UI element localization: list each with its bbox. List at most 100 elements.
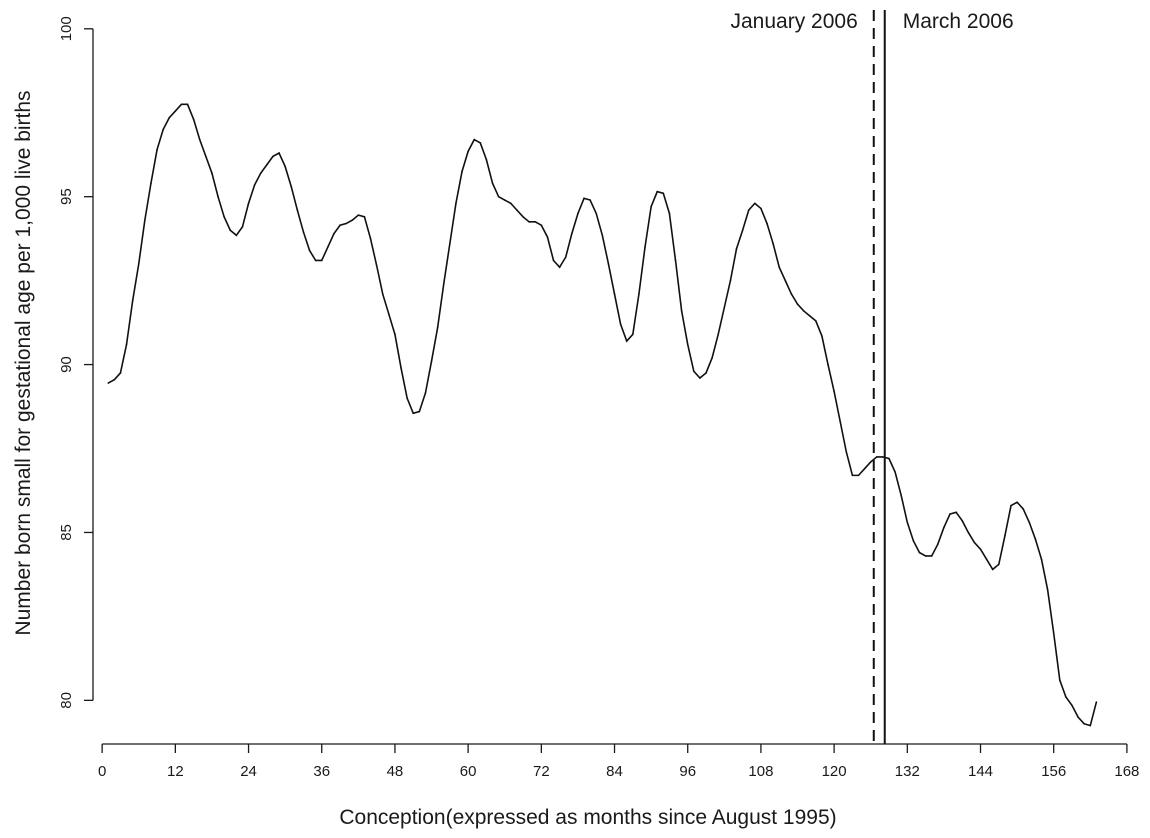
data-point [156, 148, 158, 151]
data-point [632, 333, 634, 336]
x-ticks: 0 12 24 36 48 60 72 84 96 108 120 132 144 156 168 [98, 744, 1139, 780]
data-point [949, 513, 951, 515]
data-point [985, 558, 988, 561]
data-point [333, 232, 335, 235]
data-point [595, 212, 598, 215]
data-point [235, 234, 238, 237]
data-point [711, 357, 713, 359]
marker-label: March 2006 [903, 10, 1014, 33]
data-point [302, 231, 305, 233]
data-point [845, 451, 848, 453]
y-tick-label: 95 [58, 188, 75, 205]
y-tick-label: 85 [58, 524, 75, 541]
data-point [351, 219, 354, 221]
data-point [668, 212, 671, 215]
y-tick-label: 100 [58, 16, 75, 41]
data-point [564, 256, 567, 258]
data-point [516, 209, 518, 211]
data-point [510, 202, 512, 205]
data-point [375, 264, 378, 267]
y-axis: 80 85 90 95 100 [58, 16, 94, 709]
data-point [253, 184, 256, 186]
data-point [656, 190, 659, 193]
vertical-markers: January 2006 March 2006 [730, 10, 1014, 744]
data-point [1095, 701, 1098, 703]
data-point [833, 390, 835, 393]
data-point [705, 372, 707, 374]
data-point [577, 212, 579, 215]
data-point [790, 293, 793, 295]
data-point [991, 568, 994, 571]
data-point [955, 511, 957, 514]
data-point [455, 202, 457, 205]
data-point [406, 397, 408, 399]
data-point [839, 420, 842, 423]
data-point [558, 266, 561, 268]
data-point [217, 195, 219, 198]
data-point [381, 293, 384, 295]
data-point [924, 555, 927, 557]
data-point [430, 360, 433, 363]
data-point [735, 247, 738, 250]
data-point [754, 202, 756, 205]
data-point [894, 471, 896, 473]
x-tick-label: 48 [387, 763, 404, 780]
data-point [107, 382, 110, 384]
data-point [546, 236, 549, 238]
data-point [229, 229, 232, 232]
x-tick-label: 0 [98, 763, 106, 780]
data-point [638, 293, 640, 295]
data-point [308, 249, 311, 252]
data-point [1059, 679, 1061, 681]
data-point [223, 216, 225, 218]
data-point [211, 172, 213, 174]
data-point [961, 519, 964, 522]
data-point [937, 543, 939, 546]
data-point [320, 259, 323, 262]
data-point [1016, 501, 1018, 504]
data-point [479, 142, 482, 144]
x-tick-label: 12 [167, 763, 184, 780]
data-point [815, 320, 817, 322]
y-axis-title: Number born small for gestational age pe… [12, 90, 35, 635]
data-point [918, 551, 921, 554]
marker-label: January 2006 [730, 10, 857, 33]
data-point [449, 242, 451, 245]
x-tick-label: 144 [968, 763, 993, 780]
data-point [363, 216, 366, 218]
y-tick-label: 90 [58, 356, 75, 373]
data-point [571, 232, 573, 235]
data-point [906, 521, 909, 524]
series-line [107, 103, 1098, 727]
data-point [259, 172, 262, 174]
x-tick-label: 36 [313, 763, 330, 780]
y-tick-label: 80 [58, 692, 75, 709]
data-point [613, 293, 616, 295]
data-point [503, 199, 506, 201]
data-point [784, 279, 787, 282]
data-point [528, 221, 530, 223]
data-point [485, 158, 488, 161]
x-tick-label: 60 [460, 763, 477, 780]
data-point [1052, 632, 1055, 634]
data-point [888, 457, 890, 460]
data-point [278, 152, 280, 154]
data-point [284, 165, 286, 168]
data-point [1004, 535, 1006, 537]
data-point [534, 221, 537, 223]
x-tick-label: 72 [533, 763, 550, 780]
data-point [1010, 504, 1012, 507]
data-point [1022, 508, 1025, 510]
x-tick-label: 24 [240, 763, 257, 780]
data-point [1071, 704, 1073, 707]
data-point [601, 234, 604, 237]
data-point [912, 540, 915, 542]
data-point [876, 456, 878, 458]
data-point [1040, 558, 1043, 561]
data-point [674, 259, 677, 262]
data-point [442, 283, 445, 285]
data-point [973, 541, 976, 544]
data-point [168, 116, 171, 119]
data-point [644, 246, 646, 248]
